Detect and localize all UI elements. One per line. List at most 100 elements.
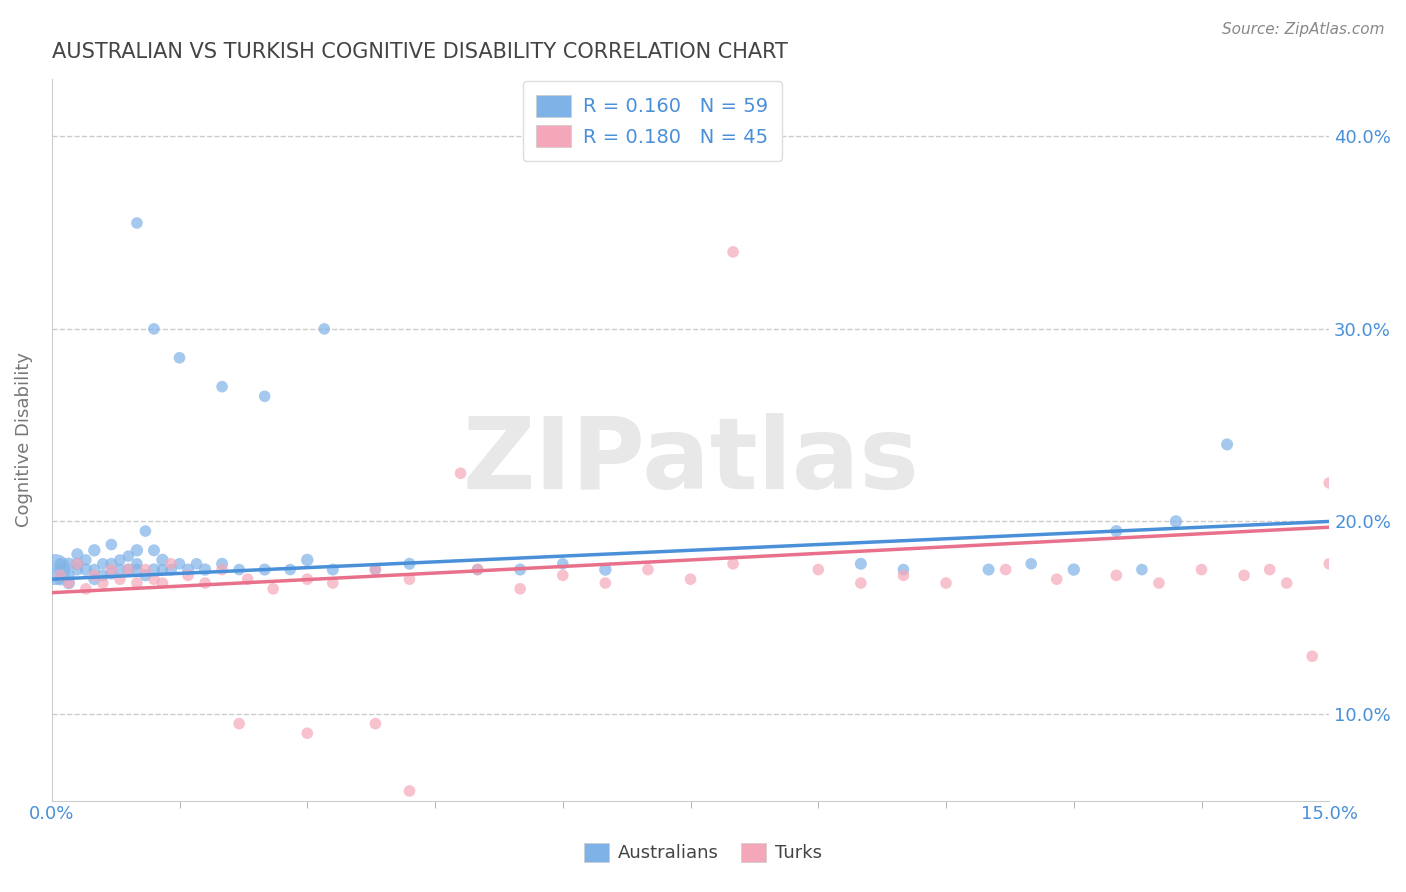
Point — [211, 557, 233, 571]
Point — [398, 557, 420, 571]
Point — [262, 582, 284, 596]
Point — [100, 566, 122, 581]
Point — [83, 563, 105, 577]
Point — [1191, 563, 1213, 577]
Point — [977, 563, 1000, 577]
Point — [893, 563, 915, 577]
Point — [108, 553, 131, 567]
Text: ZIPatlas: ZIPatlas — [463, 413, 920, 509]
Point — [253, 563, 276, 577]
Point — [467, 563, 489, 577]
Point — [108, 563, 131, 577]
Point — [297, 553, 319, 567]
Point — [1063, 563, 1085, 577]
Point — [450, 467, 472, 481]
Point — [935, 576, 957, 591]
Point — [322, 576, 344, 591]
Point — [211, 379, 233, 393]
Text: Source: ZipAtlas.com: Source: ZipAtlas.com — [1222, 22, 1385, 37]
Point — [1258, 563, 1281, 577]
Point — [364, 563, 387, 577]
Point — [509, 582, 531, 596]
Point — [211, 563, 233, 577]
Point — [253, 389, 276, 403]
Y-axis label: Cognitive Disability: Cognitive Disability — [15, 352, 32, 527]
Point — [66, 557, 89, 571]
Point — [236, 572, 259, 586]
Point — [100, 537, 122, 551]
Point — [66, 557, 89, 571]
Point — [551, 557, 574, 571]
Point — [398, 784, 420, 798]
Point — [1147, 576, 1170, 591]
Legend: R = 0.160   N = 59, R = 0.180   N = 45: R = 0.160 N = 59, R = 0.180 N = 45 — [523, 81, 782, 161]
Point — [1317, 557, 1340, 571]
Point — [186, 557, 208, 571]
Point — [228, 563, 250, 577]
Point — [142, 322, 165, 336]
Point — [1216, 437, 1239, 451]
Point — [100, 557, 122, 571]
Point — [152, 576, 174, 591]
Point — [66, 547, 89, 561]
Point — [177, 563, 200, 577]
Point — [142, 563, 165, 577]
Point — [228, 716, 250, 731]
Point — [152, 563, 174, 577]
Point — [595, 563, 617, 577]
Point — [152, 553, 174, 567]
Point — [83, 543, 105, 558]
Point — [75, 563, 97, 577]
Point — [314, 322, 336, 336]
Point — [58, 568, 80, 582]
Point — [91, 568, 114, 582]
Point — [467, 563, 489, 577]
Point — [134, 568, 156, 582]
Point — [1105, 568, 1128, 582]
Point — [194, 576, 217, 591]
Point — [169, 351, 191, 365]
Point — [91, 557, 114, 571]
Point — [75, 582, 97, 596]
Point — [134, 563, 156, 577]
Point — [364, 716, 387, 731]
Point — [125, 557, 148, 571]
Point — [551, 568, 574, 582]
Point — [322, 563, 344, 577]
Point — [49, 568, 72, 582]
Point — [100, 563, 122, 577]
Point — [1317, 475, 1340, 490]
Point — [194, 563, 217, 577]
Point — [721, 557, 744, 571]
Point — [364, 563, 387, 577]
Point — [994, 563, 1017, 577]
Point — [297, 572, 319, 586]
Point — [142, 572, 165, 586]
Point — [297, 726, 319, 740]
Point — [142, 543, 165, 558]
Point — [509, 563, 531, 577]
Point — [160, 563, 183, 577]
Point — [117, 563, 139, 577]
Point — [117, 549, 139, 563]
Point — [893, 568, 915, 582]
Point — [849, 576, 872, 591]
Point — [66, 563, 89, 577]
Point — [1301, 649, 1323, 664]
Point — [1046, 572, 1069, 586]
Point — [49, 572, 72, 586]
Point — [721, 244, 744, 259]
Point — [679, 572, 702, 586]
Point — [58, 576, 80, 591]
Point — [637, 563, 659, 577]
Point — [125, 563, 148, 577]
Point — [58, 557, 80, 571]
Point — [169, 557, 191, 571]
Point — [1275, 576, 1298, 591]
Point — [1233, 568, 1256, 582]
Point — [75, 553, 97, 567]
Point — [177, 568, 200, 582]
Point — [134, 524, 156, 538]
Point — [595, 576, 617, 591]
Point — [160, 557, 183, 571]
